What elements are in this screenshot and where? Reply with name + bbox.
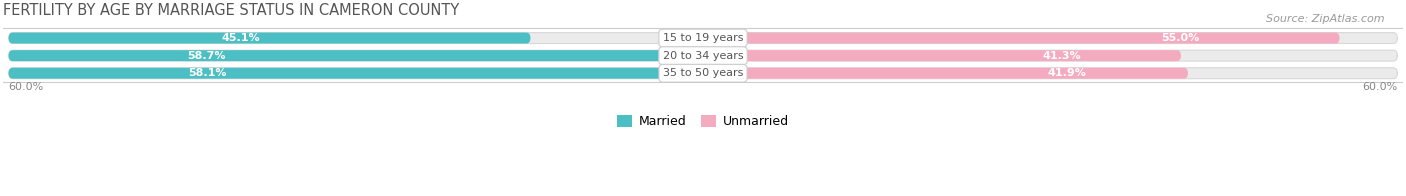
Text: 41.9%: 41.9% bbox=[1047, 68, 1087, 78]
Text: 60.0%: 60.0% bbox=[1362, 82, 1398, 92]
Text: 20 to 34 years: 20 to 34 years bbox=[662, 51, 744, 61]
Text: 58.1%: 58.1% bbox=[188, 68, 228, 78]
Text: 60.0%: 60.0% bbox=[8, 82, 44, 92]
Text: 41.3%: 41.3% bbox=[1042, 51, 1081, 61]
Text: 55.0%: 55.0% bbox=[1161, 33, 1199, 43]
Text: 45.1%: 45.1% bbox=[222, 33, 260, 43]
Text: 35 to 50 years: 35 to 50 years bbox=[662, 68, 744, 78]
Text: Source: ZipAtlas.com: Source: ZipAtlas.com bbox=[1267, 14, 1385, 24]
FancyBboxPatch shape bbox=[703, 68, 1188, 79]
FancyBboxPatch shape bbox=[8, 68, 1398, 79]
Text: 58.7%: 58.7% bbox=[187, 51, 225, 61]
Text: 15 to 19 years: 15 to 19 years bbox=[662, 33, 744, 43]
FancyBboxPatch shape bbox=[8, 33, 1398, 44]
FancyBboxPatch shape bbox=[8, 33, 530, 44]
FancyBboxPatch shape bbox=[8, 50, 688, 61]
FancyBboxPatch shape bbox=[703, 33, 1340, 44]
FancyBboxPatch shape bbox=[8, 50, 1398, 61]
Legend: Married, Unmarried: Married, Unmarried bbox=[612, 110, 794, 133]
FancyBboxPatch shape bbox=[703, 50, 1181, 61]
Text: FERTILITY BY AGE BY MARRIAGE STATUS IN CAMERON COUNTY: FERTILITY BY AGE BY MARRIAGE STATUS IN C… bbox=[3, 3, 458, 18]
FancyBboxPatch shape bbox=[8, 68, 681, 79]
